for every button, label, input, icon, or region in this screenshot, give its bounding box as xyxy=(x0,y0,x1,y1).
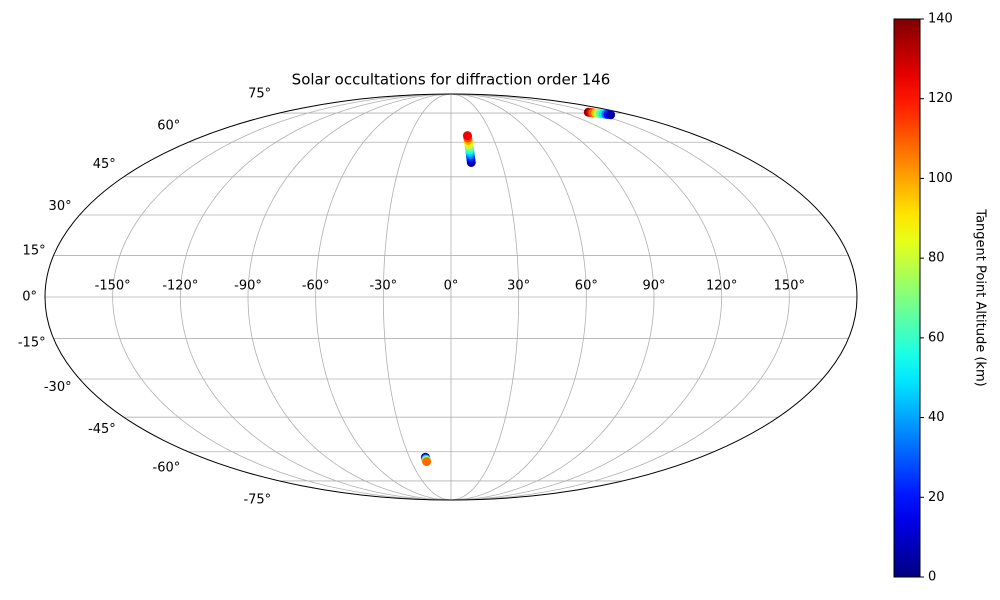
x-tick-label: -120° xyxy=(162,279,198,294)
colorbar-tick-label: 120 xyxy=(928,91,953,106)
chart-title: Solar occultations for diffraction order… xyxy=(292,71,611,89)
colorbar-tick-label: 100 xyxy=(928,171,953,186)
colorbar-label: Tangent Point Altitude (km) xyxy=(973,208,988,386)
grid-line xyxy=(247,93,452,501)
y-tick-label: -75° xyxy=(243,492,271,507)
y-tick-label: 0° xyxy=(22,290,37,305)
plot-area xyxy=(45,93,857,501)
x-tick-label: -60° xyxy=(302,279,330,294)
colorbar-tick-label: 80 xyxy=(928,251,945,266)
y-tick-label: 30° xyxy=(49,199,72,214)
x-tick-label: 30° xyxy=(507,279,530,294)
y-tick-label: 45° xyxy=(93,157,116,172)
y-tick-label: -30° xyxy=(44,380,72,395)
grid-line xyxy=(112,93,452,501)
colorbar-tick-label: 40 xyxy=(928,410,945,425)
x-tick-label: 0° xyxy=(444,279,459,294)
y-tick-label: 60° xyxy=(157,119,180,134)
grid-line xyxy=(450,93,655,501)
colorbar-tick-label: 0 xyxy=(928,570,936,585)
y-tick-label: -15° xyxy=(18,335,46,350)
y-tick-label: 75° xyxy=(248,87,271,102)
x-tick-label: -90° xyxy=(234,279,262,294)
x-tick-label: -150° xyxy=(95,279,131,294)
y-tick-label: -45° xyxy=(88,422,116,437)
data-point xyxy=(422,457,432,467)
y-tick-label: 15° xyxy=(23,244,46,259)
x-tick-label: 90° xyxy=(642,279,665,294)
grid-line xyxy=(179,93,452,501)
colorbar-tick-label: 60 xyxy=(928,330,945,345)
map-boundary xyxy=(44,93,858,501)
grid-line xyxy=(315,93,452,501)
data-point xyxy=(606,110,616,120)
grid-line xyxy=(382,93,452,501)
grid-line xyxy=(450,93,723,501)
x-tick-label: -30° xyxy=(369,279,397,294)
x-tick-label: 120° xyxy=(706,279,737,294)
data-point xyxy=(462,131,472,141)
x-tick-label: 60° xyxy=(575,279,598,294)
colorbar-tick-label: 140 xyxy=(928,12,953,27)
y-tick-label: -60° xyxy=(153,460,181,475)
grid-line xyxy=(450,93,790,501)
grid-line xyxy=(450,93,520,501)
grid-line xyxy=(450,93,587,501)
x-tick-label: 150° xyxy=(774,279,805,294)
colorbar-tick-label: 20 xyxy=(928,490,945,505)
colorbar xyxy=(893,18,921,578)
